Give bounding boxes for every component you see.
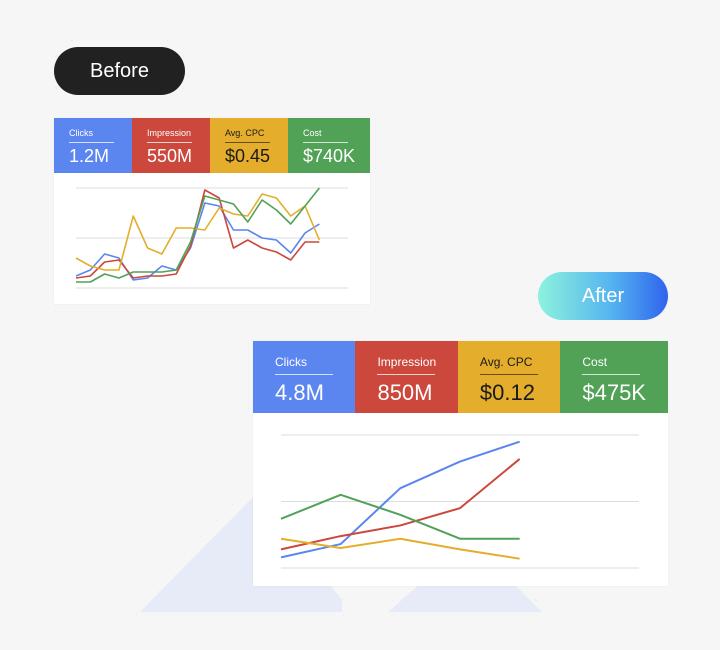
after-avg-cpc-label: Avg. CPC xyxy=(479,355,538,375)
before-chart-series-line-3 xyxy=(76,187,320,283)
after-cost-label: Cost xyxy=(582,355,641,375)
after-impression-tile: Impression 850M xyxy=(355,341,458,413)
before-clicks-tile: Clicks 1.2M xyxy=(54,118,132,173)
after-card: Clicks 4.8M Impression 850M Avg. CPC $0.… xyxy=(253,341,668,586)
after-chart-series-line-2 xyxy=(280,537,520,560)
before-line-chart xyxy=(75,187,348,289)
after-chart-series-line-0 xyxy=(280,440,520,559)
after-clicks-tile: Clicks 4.8M xyxy=(253,341,356,413)
before-chart-series-line-1 xyxy=(75,189,320,279)
after-impression-value: 850M xyxy=(377,380,433,405)
before-impression-label: Impression xyxy=(146,128,192,143)
before-clicks-value: 1.2M xyxy=(69,146,110,166)
after-line-chart xyxy=(280,434,639,569)
before-cost-tile: Cost $740K xyxy=(287,118,371,173)
before-clicks-label: Clicks xyxy=(69,128,114,143)
before-impression-value: 550M xyxy=(146,146,193,166)
before-impression-tile: Impression 550M xyxy=(131,118,210,173)
after-impression-label: Impression xyxy=(377,355,436,375)
before-label: Before xyxy=(54,47,185,95)
before-metric-tiles: Clicks 1.2M Impression 550M Avg. CPC $0.… xyxy=(54,118,371,173)
before-chart-series-line-2 xyxy=(75,193,321,271)
before-avg-cpc-value: $0.45 xyxy=(224,146,271,166)
after-chart-series-line-3 xyxy=(280,493,520,540)
after-cost-value: $475K xyxy=(582,380,646,405)
after-clicks-label: Clicks xyxy=(275,355,333,375)
after-avg-cpc-tile: Avg. CPC $0.12 xyxy=(457,341,561,413)
after-cost-tile: Cost $475K xyxy=(560,341,668,413)
before-cost-value: $740K xyxy=(302,146,356,166)
before-cost-label: Cost xyxy=(302,128,348,143)
after-label: After xyxy=(538,272,668,320)
before-card: Clicks 1.2M Impression 550M Avg. CPC $0.… xyxy=(54,118,371,304)
before-avg-cpc-tile: Avg. CPC $0.45 xyxy=(209,118,288,173)
before-avg-cpc-label: Avg. CPC xyxy=(224,128,270,143)
after-chart-series-line-1 xyxy=(280,458,521,551)
after-clicks-value: 4.8M xyxy=(275,380,324,405)
after-metric-tiles: Clicks 4.8M Impression 850M Avg. CPC $0.… xyxy=(253,341,668,413)
after-avg-cpc-value: $0.12 xyxy=(479,380,535,405)
before-chart-series-line-0 xyxy=(75,202,320,281)
